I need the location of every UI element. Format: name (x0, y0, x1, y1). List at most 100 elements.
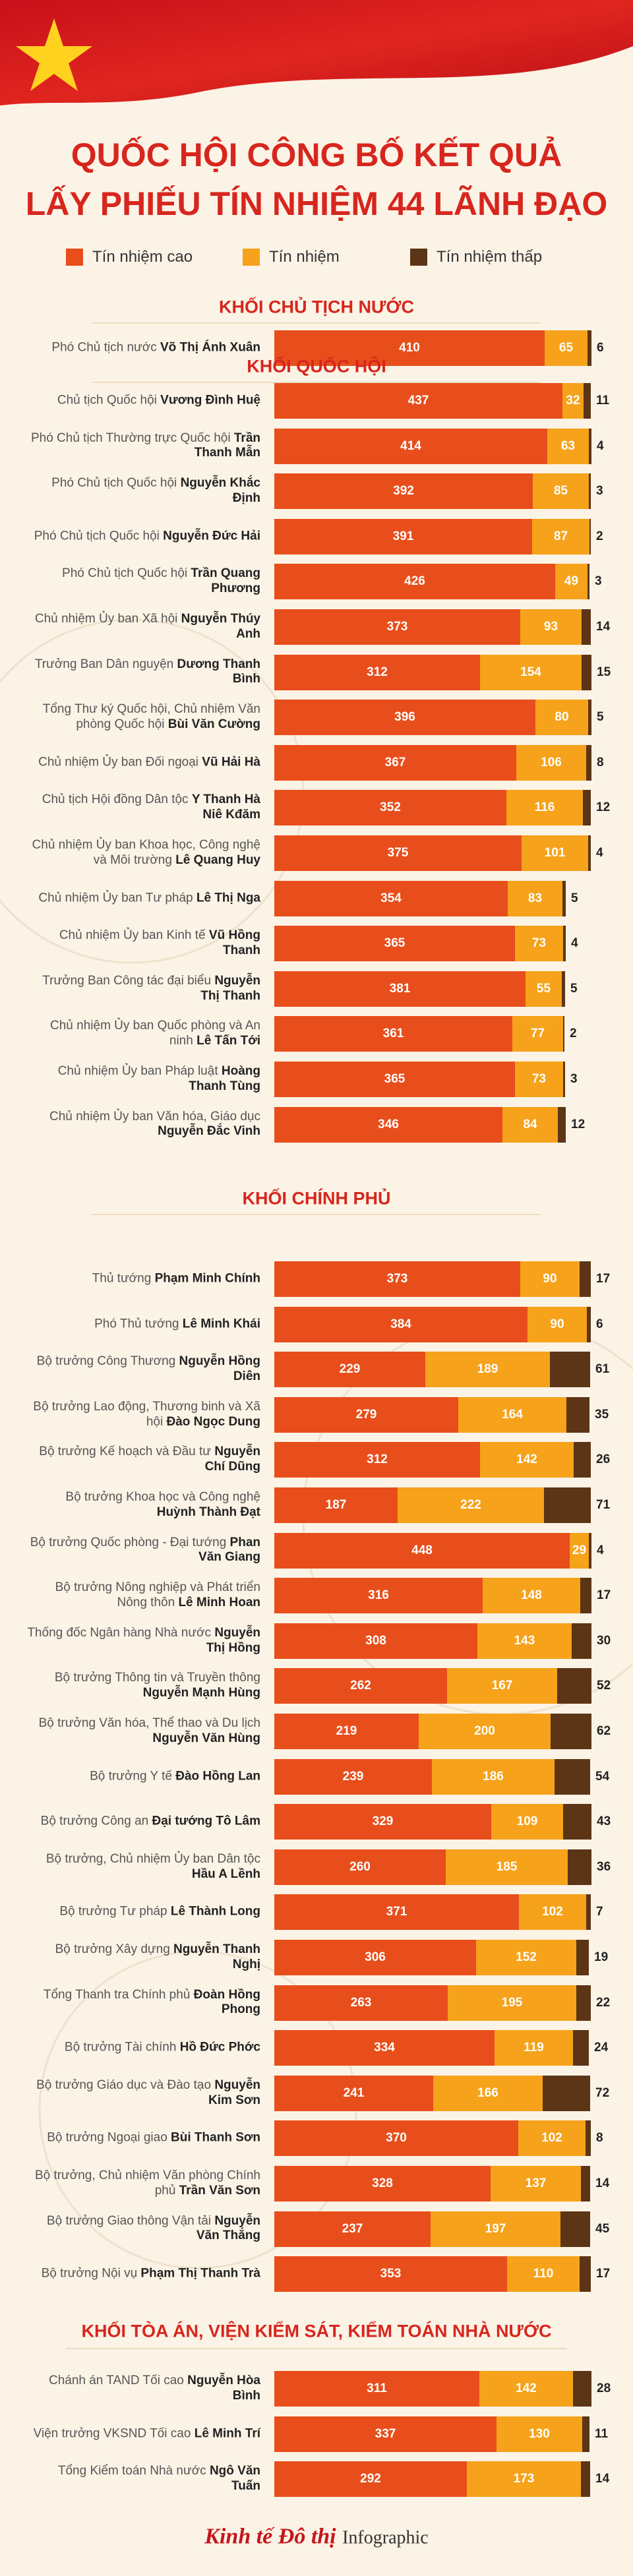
person-name: Bùi Thanh Sơn (171, 2130, 260, 2145)
bar-segment (545, 330, 588, 366)
role: Chủ nhiệm Ủy ban Văn hóa, Giáo dục (49, 1109, 260, 1123)
bar-segment (419, 1714, 551, 1749)
bar-segment (274, 1487, 398, 1523)
role: Viện trưởng VKSND Tối cao (33, 2426, 191, 2441)
bar-segment (522, 835, 588, 871)
row-label: Bộ trưởng Văn hóa, Thể thao và Du lịch N… (26, 1716, 260, 1747)
bar-segment (580, 1578, 591, 1614)
bar-segment (588, 835, 591, 871)
person-name: Vũ Hải Hà (202, 755, 260, 769)
value-label: 173 (513, 2472, 535, 2486)
bar-segment (528, 1306, 587, 1342)
value-label: 17 (596, 2267, 611, 2281)
role: Phó Chủ tịch Quốc hội (34, 529, 160, 543)
bar-segment (515, 926, 563, 962)
bar-segment (589, 428, 591, 464)
bar-segment (274, 2120, 518, 2157)
value-label: 90 (543, 1272, 557, 1286)
value-label: 142 (516, 2381, 537, 2395)
role: Chủ nhiệm Ủy ban Quốc phòng và An ninh (50, 1019, 260, 1048)
row-label: Chủ nhiệm Ủy ban Tư pháp Lê Thị Nga (26, 891, 260, 906)
value-label: 116 (534, 800, 555, 815)
role: Tổng Kiểm toán Nhà nước (57, 2464, 206, 2478)
person-name: Lê Thị Nga (196, 891, 260, 905)
value-label: 73 (531, 1072, 547, 1086)
bar-segment (589, 518, 591, 554)
bar-segment (274, 1016, 512, 1052)
value-label: 55 (536, 981, 551, 996)
person-name: Vương Đình Huệ (160, 393, 260, 407)
person-name: Ngô Văn Tuấn (209, 2464, 260, 2494)
bar-segment (547, 428, 589, 464)
value-label: 7 (596, 1905, 603, 1919)
bar-segment (582, 2416, 589, 2452)
value-label: 279 (355, 1407, 377, 1422)
value-label: 8 (597, 755, 604, 769)
bar-segment (581, 2166, 590, 2202)
bar-segment (588, 330, 591, 366)
role: Chủ nhiệm Ủy ban Khoa học, Công nghệ và … (32, 838, 260, 867)
value-label: 72 (595, 2085, 610, 2100)
value-label: 143 (514, 1633, 535, 1648)
footer-label: Infographic (342, 2527, 429, 2548)
role: Bộ trưởng Văn hóa, Thể thao và Du lịch (38, 1716, 260, 1731)
bar-segment (573, 2371, 591, 2407)
value-label: 197 (485, 2221, 506, 2236)
row-label: Phó Chủ tịch Quốc hội Trần Quang Phương (26, 567, 260, 597)
row-label: Bộ trưởng Nông nghiệp và Phát triển Nông… (26, 1580, 260, 1611)
bar-segment (446, 1849, 568, 1885)
role: Bộ trưởng Xây dựng (55, 1942, 170, 1957)
bar-segment (584, 383, 591, 419)
role: Chủ nhiệm Ủy ban Pháp luật (57, 1064, 218, 1079)
bar-segment (589, 473, 591, 510)
bar-segment (274, 700, 535, 736)
row-label: Chánh án TAND Tối cao Nguyễn Hòa Bình (26, 2374, 260, 2404)
bar-segment (581, 2461, 590, 2498)
bar-segment (574, 1442, 591, 1478)
bar-segment (586, 2120, 591, 2157)
row-label: Bộ trưởng Lao động, Thương binh và Xã hộ… (26, 1400, 260, 1430)
person-name: Hoàng Thanh Tùng (189, 1064, 260, 1093)
value-label: 43 (597, 1814, 611, 1829)
legend-label: Tín nhiệm cao (92, 248, 193, 266)
value-label: 63 (560, 438, 576, 453)
footer: Kinh tế Đô thị Infographic (0, 2524, 633, 2550)
bar-segment (274, 1758, 432, 1795)
value-label: 142 (516, 1453, 537, 1467)
role: Bộ trưởng Quốc phòng - Đại tướng (30, 1535, 227, 1549)
value-label: 101 (544, 846, 566, 860)
row-label: Bộ trưởng Tư pháp Lê Thành Long (26, 1905, 260, 1920)
role: Tổng Thanh tra Chính phủ (43, 1987, 191, 2002)
row-label: Chủ tịch Hội đồng Dân tộc Y Thanh Hà Niê… (26, 793, 260, 824)
bar-segment (432, 1758, 555, 1795)
bar-segment (274, 1106, 502, 1143)
bar-segment (555, 564, 588, 600)
role: Bộ trưởng Công Thương (36, 1354, 176, 1369)
bar-segment (274, 880, 508, 916)
value-label: 26 (596, 1453, 611, 1467)
person-name: Trần Quang Phương (191, 566, 260, 596)
row-label: Bộ trưởng Công Thương Nguyễn Hồng Diên (26, 1354, 260, 1385)
value-label: 130 (529, 2426, 550, 2441)
value-label: 3 (596, 484, 603, 498)
bar-segment (533, 473, 589, 510)
value-label: 3 (570, 1072, 578, 1086)
value-label: 12 (596, 800, 611, 815)
bar-segment (274, 428, 547, 464)
value-label: 14 (596, 620, 611, 634)
row-label: Bộ trưởng Công an Đại tướng Tô Lâm (26, 1814, 260, 1830)
bar-segment (433, 2075, 543, 2111)
bar-segment (495, 2030, 573, 2066)
value-label: 90 (550, 1317, 564, 1331)
value-label: 353 (380, 2267, 402, 2281)
value-label: 5 (570, 981, 578, 996)
value-label: 11 (596, 394, 610, 407)
bar-segment (274, 1578, 483, 1614)
value-label: 61 (595, 1362, 610, 1377)
role: Bộ trưởng Tư pháp (59, 1904, 167, 1919)
value-label: 370 (386, 2131, 407, 2145)
bar-segment (512, 1016, 563, 1052)
row-label: Phó Chủ tịch Quốc hội Nguyễn Đức Hải (26, 529, 260, 544)
value-label: 346 (378, 1117, 399, 1131)
value-label: 396 (394, 710, 415, 725)
